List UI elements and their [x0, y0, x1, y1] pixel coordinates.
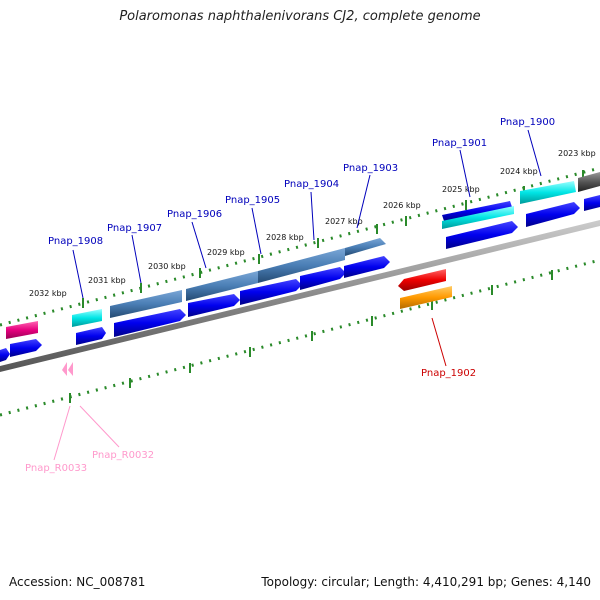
gene-label[interactable]: Pnap_1904	[284, 179, 339, 190]
gene-blue[interactable]	[76, 327, 106, 345]
gene-cyan-1901[interactable]	[442, 206, 514, 229]
gene-gray[interactable]	[578, 172, 600, 192]
gene-steel-1906[interactable]	[186, 271, 258, 301]
rrna-label[interactable]: Pnap_R0032	[92, 450, 154, 461]
gene-blue[interactable]	[526, 202, 580, 227]
gene-blue[interactable]	[446, 221, 518, 249]
tick-label: 2032 kbp	[29, 289, 67, 298]
leader-line	[72, 249, 84, 299]
gene-blue[interactable]	[114, 309, 186, 337]
genome-summary: Topology: circular; Length: 4,410,291 bp…	[261, 575, 591, 589]
rrna-chevron[interactable]	[68, 362, 73, 376]
gene-magenta[interactable]	[6, 321, 38, 339]
tick-label: 2027 kbp	[325, 217, 363, 226]
tick-label: 2025 kbp	[442, 185, 480, 194]
gene-red-1902[interactable]	[398, 269, 446, 291]
leader-line	[131, 234, 142, 284]
accession-label: Accession: NC_008781	[9, 575, 146, 589]
tick-label: 2029 kbp	[207, 248, 245, 257]
gene-label[interactable]: Pnap_1908	[48, 236, 103, 247]
leader-line	[459, 149, 471, 198]
gene-blue[interactable]	[240, 279, 302, 305]
gene-label[interactable]: Pnap_1900	[500, 117, 555, 128]
tick-label: 2026 kbp	[383, 201, 421, 210]
gene-blue[interactable]	[188, 294, 240, 317]
leader-line	[527, 129, 542, 177]
gene-steel-1904[interactable]	[258, 248, 345, 283]
gene-label[interactable]: Pnap_1903	[343, 163, 398, 174]
gene-steel-1903[interactable]	[345, 238, 386, 256]
gene-blue[interactable]	[584, 195, 600, 211]
tick-label: 2028 kbp	[266, 233, 304, 242]
feature-track-blue	[0, 195, 600, 362]
tick-label: 2030 kbp	[148, 262, 186, 271]
map-title: Polaromonas naphthalenivorans CJ2, compl…	[119, 9, 481, 24]
gene-cyan[interactable]	[72, 309, 102, 327]
gene-steel-1907[interactable]	[110, 290, 182, 318]
gene-orange-1902[interactable]	[400, 286, 452, 309]
feature-track-outer	[6, 172, 600, 339]
rrna-label[interactable]: Pnap_R0033	[25, 463, 87, 474]
tick-label: 2031 kbp	[88, 276, 126, 285]
gene-label[interactable]: Pnap_1907	[107, 223, 162, 234]
leader-line	[79, 405, 120, 448]
gene-blue[interactable]	[0, 348, 10, 362]
leader-line	[356, 174, 371, 229]
genome-backbone	[0, 220, 600, 372]
rrna-markers	[62, 362, 73, 376]
gene-blue[interactable]	[300, 267, 346, 290]
gene-label[interactable]: Pnap_1901	[432, 138, 487, 149]
leader-line	[310, 191, 315, 241]
gene-label[interactable]: Pnap_1906	[167, 209, 222, 220]
gene-blue[interactable]	[344, 256, 390, 278]
gene-blue-1901-top[interactable]	[442, 201, 512, 221]
inner-ticks	[69, 270, 553, 403]
tick-label: 2024 kbp	[500, 167, 538, 176]
rrna-chevron[interactable]	[62, 362, 67, 376]
leader-line	[251, 207, 262, 255]
leader-line	[191, 221, 207, 269]
leader-line	[431, 317, 447, 367]
leader-line	[53, 405, 71, 461]
gene-blue[interactable]	[10, 339, 42, 357]
tick-label: 2023 kbp	[558, 149, 596, 158]
gene-label[interactable]: Pnap_1905	[225, 195, 280, 206]
gene-cyan-1900[interactable]	[520, 181, 576, 204]
gene-label[interactable]: Pnap_1902	[421, 368, 476, 379]
